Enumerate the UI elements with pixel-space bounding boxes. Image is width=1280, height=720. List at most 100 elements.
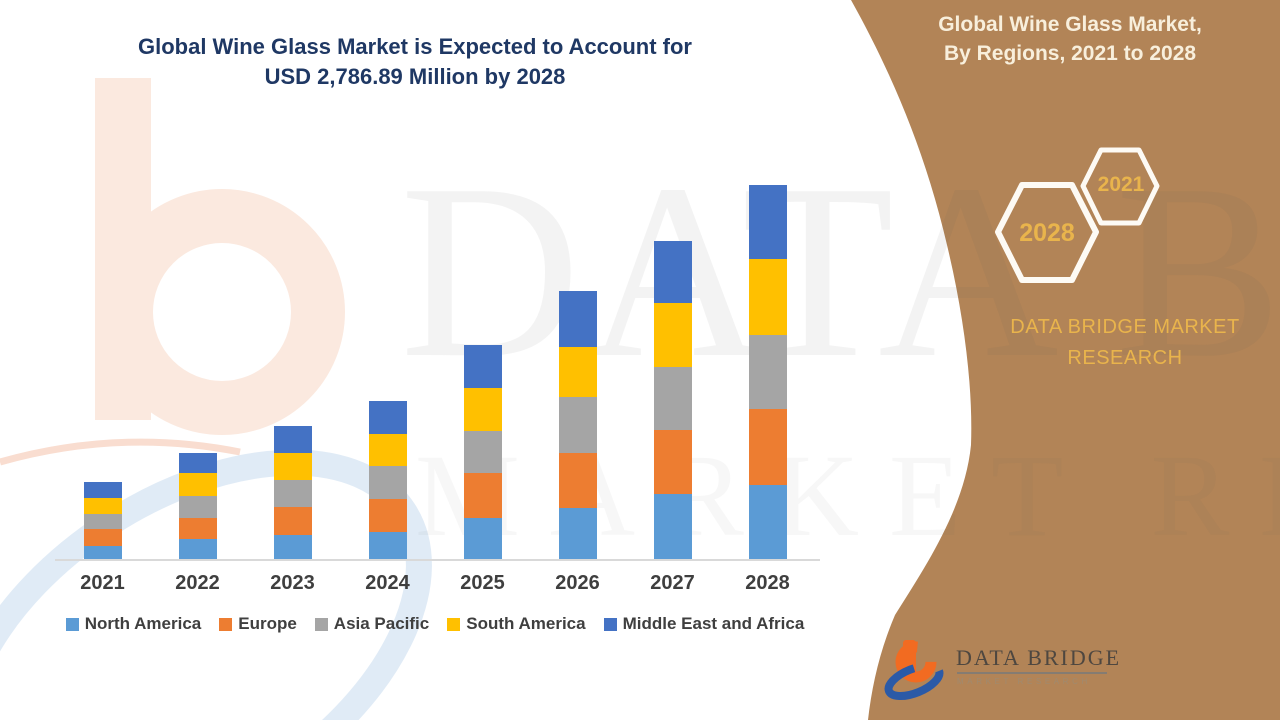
bar-column-2026 bbox=[530, 180, 625, 560]
bar-segment-asia-pacific bbox=[178, 495, 217, 518]
chart-title-line1: Global Wine Glass Market is Expected to … bbox=[138, 34, 692, 59]
chart-legend: North America Europe Asia Pacific South Ame… bbox=[40, 614, 830, 634]
bar-segment-europe bbox=[83, 529, 122, 546]
bar-chart bbox=[55, 180, 815, 560]
bar-segment-europe bbox=[653, 430, 692, 495]
panel-brand-line2: RESEARCH bbox=[1067, 347, 1183, 369]
bar-segment-north-america bbox=[178, 539, 217, 560]
legend-item-south-america: South America bbox=[447, 614, 586, 634]
bar-segment-asia-pacific bbox=[368, 466, 407, 499]
legend-item-middle-east-and-africa: Middle East and Africa bbox=[603, 614, 805, 634]
legend-label-south-america: South America bbox=[466, 614, 586, 633]
bar-segment-middle-east-and-africa bbox=[368, 401, 407, 434]
bar-column-2022 bbox=[150, 180, 245, 560]
salmon-arc-watermark-icon bbox=[0, 438, 241, 466]
hexagon-year-2028: 2028 bbox=[1019, 219, 1075, 247]
bar-segment-south-america bbox=[558, 347, 597, 398]
bar-column-2027 bbox=[625, 180, 720, 560]
legend-item-north-america: North America bbox=[65, 614, 202, 634]
bar-segment-north-america bbox=[558, 508, 597, 560]
panel-brand-text: DATA BRIDGE MARKET RESEARCH bbox=[985, 312, 1265, 374]
bar-segment-middle-east-and-africa bbox=[178, 452, 217, 473]
panel-heading-line1: Global Wine Glass Market, bbox=[938, 13, 1202, 36]
bar-stack-2022 bbox=[178, 452, 217, 560]
bar-stack-2024 bbox=[368, 401, 407, 560]
databridge-logo-icon bbox=[884, 640, 944, 701]
legend-label-asia-pacific: Asia Pacific bbox=[333, 614, 430, 633]
bar-segment-asia-pacific bbox=[463, 431, 502, 474]
chart-title: Global Wine Glass Market is Expected to … bbox=[45, 32, 785, 92]
legend-swatch-north-america bbox=[65, 617, 79, 631]
legend-label-europe: Europe bbox=[238, 614, 297, 633]
bar-stack-2028 bbox=[748, 185, 787, 560]
x-axis-label-2028: 2028 bbox=[745, 572, 790, 594]
legend-label-middle-east-and-africa: Middle East and Africa bbox=[622, 614, 805, 633]
bar-segment-middle-east-and-africa bbox=[273, 426, 312, 453]
legend-swatch-europe bbox=[219, 617, 233, 631]
bar-segment-asia-pacific bbox=[748, 335, 787, 410]
legend-swatch-middle-east-and-africa bbox=[603, 617, 617, 631]
bar-segment-south-america bbox=[273, 453, 312, 480]
bar-segment-asia-pacific bbox=[273, 480, 312, 507]
legend-item-europe: Europe bbox=[219, 614, 297, 634]
bar-column-2021 bbox=[55, 180, 150, 560]
bar-stack-2021 bbox=[83, 482, 122, 560]
hexagon-year-2021: 2021 bbox=[1097, 173, 1145, 196]
chart-title-line2: USD 2,786.89 Million by 2028 bbox=[264, 64, 566, 89]
x-axis-labels: 2021 2022 2023 2024 2025 2026 2027 2028 bbox=[55, 572, 815, 595]
bar-segment-middle-east-and-africa bbox=[463, 344, 502, 389]
x-axis-label-2025: 2025 bbox=[460, 572, 505, 594]
logo-underline bbox=[957, 672, 1107, 674]
bar-segment-north-america bbox=[748, 485, 787, 560]
bar-segment-europe bbox=[178, 518, 217, 539]
bar-segment-north-america bbox=[653, 494, 692, 560]
bar-segment-europe bbox=[273, 507, 312, 535]
bar-stack-2025 bbox=[463, 344, 502, 560]
bar-segment-north-america bbox=[463, 518, 502, 560]
bar-segment-middle-east-and-africa bbox=[558, 291, 597, 348]
bar-segment-south-america bbox=[178, 472, 217, 496]
x-axis-label-2027: 2027 bbox=[650, 572, 695, 594]
bar-segment-south-america bbox=[368, 434, 407, 466]
x-axis-line bbox=[55, 559, 820, 561]
bar-segment-north-america bbox=[368, 532, 407, 560]
x-axis-label-2023: 2023 bbox=[270, 572, 315, 594]
legend-swatch-asia-pacific bbox=[314, 617, 328, 631]
legend-swatch-south-america bbox=[447, 617, 461, 631]
side-panel-shape bbox=[851, 0, 1280, 720]
x-axis-label-2022: 2022 bbox=[175, 572, 220, 594]
bar-segment-europe bbox=[463, 473, 502, 518]
bar-column-2028 bbox=[720, 180, 815, 560]
bar-segment-north-america bbox=[83, 546, 122, 560]
legend-label-north-america: North America bbox=[84, 614, 202, 633]
bar-segment-south-america bbox=[463, 388, 502, 432]
bar-segment-europe bbox=[558, 453, 597, 509]
x-axis-label-2024: 2024 bbox=[365, 572, 410, 594]
bar-segment-south-america bbox=[653, 303, 692, 368]
bar-segment-middle-east-and-africa bbox=[83, 482, 122, 499]
panel-heading: Global Wine Glass Market, By Regions, 20… bbox=[915, 10, 1225, 68]
bar-segment-asia-pacific bbox=[83, 514, 122, 529]
bar-segment-middle-east-and-africa bbox=[748, 185, 787, 260]
panel-brand-line1: DATA BRIDGE MARKET bbox=[1010, 316, 1240, 338]
legend-item-asia-pacific: Asia Pacific bbox=[314, 614, 430, 634]
x-axis-label-2026: 2026 bbox=[555, 572, 600, 594]
logo-wordmark: DATA BRIDGE bbox=[956, 645, 1122, 670]
panel-heading-line2: By Regions, 2021 to 2028 bbox=[943, 42, 1197, 65]
bar-column-2025 bbox=[435, 180, 530, 560]
bar-segment-middle-east-and-africa bbox=[653, 241, 692, 304]
bar-segment-south-america bbox=[748, 259, 787, 336]
bar-stack-2023 bbox=[273, 426, 312, 560]
logo-tagline: MARKET RESEARCH bbox=[957, 677, 1091, 686]
bar-segment-europe bbox=[368, 499, 407, 532]
bar-column-2023 bbox=[245, 180, 340, 560]
bar-segment-north-america bbox=[273, 535, 312, 560]
bar-segment-south-america bbox=[83, 498, 122, 515]
bar-segment-europe bbox=[748, 409, 787, 486]
bar-segment-asia-pacific bbox=[558, 397, 597, 454]
bar-column-2024 bbox=[340, 180, 435, 560]
x-axis-label-2021: 2021 bbox=[80, 572, 125, 594]
bar-stack-2027 bbox=[653, 241, 692, 560]
